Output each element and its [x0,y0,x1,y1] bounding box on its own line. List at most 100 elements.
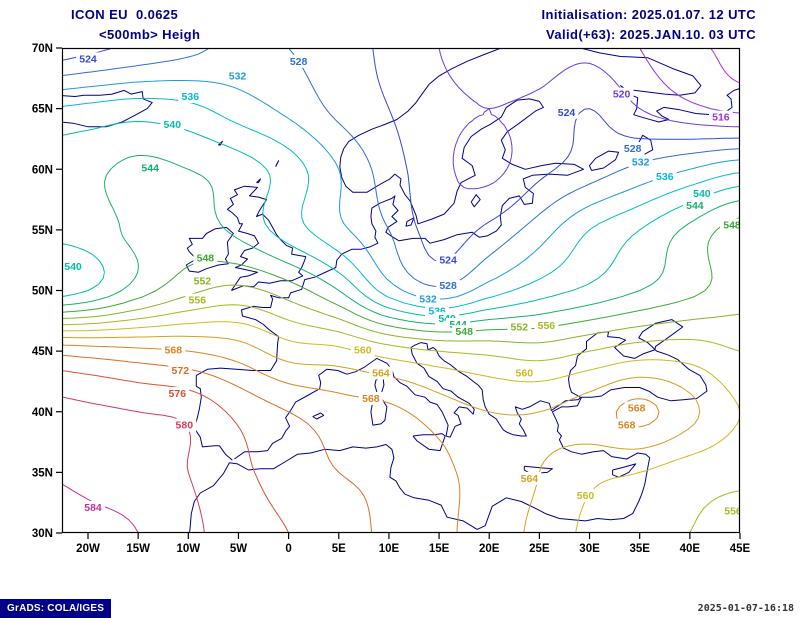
contour-label-556: 556 [538,320,556,332]
contour-line-568 [62,344,660,533]
contour-label-gap [652,170,677,183]
contour-label-548: 548 [455,326,473,338]
lon-tick-label-20W: 20W [76,543,100,555]
coastline-path [256,178,261,184]
lon-tick-label-5E: 5E [332,543,346,555]
contour-label-584: 584 [84,502,102,514]
contour-label-gap [350,343,375,357]
contour-label-gap [81,501,105,514]
contour-label-gap [609,87,634,101]
contour-label-gap [614,418,639,432]
grads-brand-badge: GrADS: COLA/IGES [0,599,112,618]
contour-label-gap [368,366,393,380]
contour-line-576 [62,370,290,533]
contour-line-552 [62,284,740,344]
contour-label-548: 548 [723,220,741,232]
contour-label-gap [161,343,186,357]
contour-label-532: 532 [419,294,437,306]
contour-label-gap [168,364,193,377]
contour-label-544: 544 [686,200,704,212]
map-frame [61,47,741,534]
contour-label-564: 564 [521,473,539,485]
lon-tick-label-25E: 25E [529,543,550,555]
contour-label-532: 532 [632,157,650,169]
coastline-path [523,465,553,475]
contour-label-540: 540 [64,261,82,273]
lon-tick-label-15W: 15W [126,543,150,555]
contour-label-gap [416,292,440,306]
lon-tick-label-40E: 40E [680,543,701,555]
contour-label-568: 568 [362,393,380,405]
contour-label-gap [709,110,733,124]
lat-tick-label-35N: 35N [32,467,53,479]
contour-label-560: 560 [354,344,372,356]
contour-label-gap [720,218,740,232]
coastline-path [189,319,708,533]
contour-label-gap [185,293,210,307]
contour-label-560: 560 [516,368,534,380]
contour-label-556: 556 [724,506,742,518]
contour-line-532 [62,80,740,300]
lon-tick-label-10E: 10E [379,543,400,555]
contour-line-516 [639,48,740,114]
contour-label-552: 552 [511,321,529,333]
contour-label-gap [193,251,218,265]
lat-tick-label-30N: 30N [32,528,53,540]
lat-tick-label-50N: 50N [32,286,53,298]
contour-label-540: 540 [693,188,711,200]
contour-label-gap [534,319,559,333]
contour-label-544: 544 [141,163,159,175]
contour-label-gap [286,54,311,68]
contour-label-gap [620,142,645,156]
contour-label-gap [624,401,649,415]
lat-tick-label-70N: 70N [32,43,53,55]
contour-label-556: 556 [189,295,207,307]
contour-label-532: 532 [229,70,247,82]
lat-tick-label-60N: 60N [32,164,53,176]
model-title: ICON EU 0.0625 [71,7,179,22]
contour-label-gap [628,155,653,169]
coastline-path [612,463,637,478]
contour-label-568: 568 [618,420,636,432]
contour-label-gap [507,320,532,334]
lon-tick-label-35E: 35E [629,543,650,555]
coastline-path [405,217,415,227]
lat-tick-label-65N: 65N [32,104,53,116]
contour-line-536 [62,97,740,309]
contour-label-580: 580 [176,420,194,432]
contour-label-528: 528 [290,56,308,68]
contour-label-gap [689,187,714,200]
map-content: 524 5285325365405445405485525565685725765… [62,48,742,533]
contour-label-540: 540 [164,119,182,131]
coastline-path [470,194,481,208]
contour-label-gap [172,418,197,432]
contour-label-gap [76,52,100,66]
lon-tick-label-30E: 30E [579,543,600,555]
contour-label-gap [138,161,163,175]
lon-tick-label-15E: 15E [429,543,450,555]
contour-label-gap [358,391,383,405]
contour-label-gap [554,105,579,119]
lon-tick-label-10W: 10W [176,543,200,555]
contour-label-gap [436,253,461,267]
contour-label-gap [682,199,707,213]
contour-label-576: 576 [169,388,187,400]
coastline-path [412,433,446,452]
lat-tick-label-40N: 40N [32,407,53,419]
contour-line-556 [62,304,740,533]
lon-tick-label-0: 0 [285,543,291,555]
contour-label-528: 528 [439,280,457,292]
contour-line-540 [62,121,740,317]
contour-line-564 [62,335,701,533]
contour-label-gap [721,504,740,518]
contour-label-gap [190,274,215,288]
coastline-path [226,185,307,291]
contour-label-528: 528 [624,143,642,155]
contour-label-564: 564 [372,368,390,380]
contour-label-gap [436,279,461,293]
contour-label-524: 524 [79,53,97,65]
contour-label-gap [225,69,250,83]
valid-time-label: Valid(+63): 2025.JAN.10. 03 UTC [545,27,756,42]
